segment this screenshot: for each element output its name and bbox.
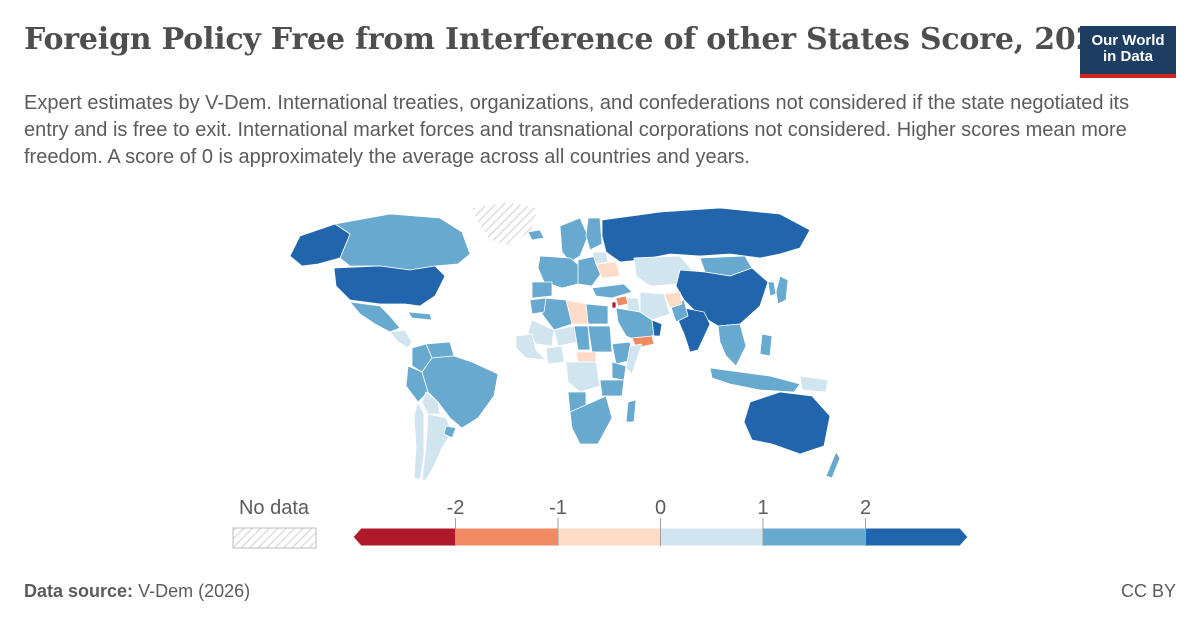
map-region-belarus[interactable]: Belarus bbox=[591, 251, 609, 265]
map-region-canada[interactable]: Canada bbox=[334, 213, 471, 271]
legend-bin-1[interactable] bbox=[455, 527, 559, 547]
map-region-india[interactable]: India bbox=[677, 307, 711, 353]
map-region-mexico[interactable]: Mexico bbox=[349, 301, 401, 333]
map-region-australia[interactable]: Australia bbox=[743, 391, 831, 455]
map-region-philippines[interactable]: Philippines bbox=[759, 333, 773, 357]
map-region-ukraine[interactable]: Ukraine bbox=[595, 261, 621, 279]
data-source: Data source: V-Dem (2026) bbox=[24, 581, 250, 602]
legend-bin-5[interactable] bbox=[865, 527, 969, 547]
map-region-central-america[interactable]: Central America bbox=[389, 329, 413, 349]
chart-subtitle: Expert estimates by V-Dem. International… bbox=[24, 92, 1130, 168]
map-region-argentina[interactable]: Argentina bbox=[421, 413, 453, 481]
map-region-korea[interactable]: Korea bbox=[767, 281, 777, 297]
map-region-dr-congo[interactable]: DR Congo bbox=[565, 361, 601, 393]
logo-line-2: in Data bbox=[1102, 48, 1153, 65]
map-region-russia[interactable]: Russia bbox=[601, 207, 811, 263]
map-region-bolivia[interactable]: Bolivia bbox=[421, 391, 441, 415]
map-region-cuba[interactable]: Cuba bbox=[407, 311, 433, 321]
legend-bin-4[interactable] bbox=[762, 527, 866, 547]
map-region-iran[interactable]: Iran bbox=[639, 291, 671, 321]
chart-title: Foreign Policy Free from Interference of… bbox=[24, 22, 1117, 57]
license-link[interactable]: CC BY bbox=[1120, 581, 1176, 601]
map-region-new-zealand[interactable]: New Zealand bbox=[825, 451, 840, 479]
legend-bin-2[interactable] bbox=[557, 527, 661, 547]
map-region-greenland[interactable]: Greenland bbox=[471, 201, 539, 247]
owid-logo[interactable]: Our World in Data bbox=[1080, 26, 1176, 78]
no-data-label: No data bbox=[239, 497, 310, 519]
map-region-finland[interactable]: Finland bbox=[585, 217, 603, 251]
map-region-egypt[interactable]: Egypt bbox=[585, 303, 609, 325]
map-region-western-europe[interactable]: Western Europe bbox=[537, 255, 581, 289]
no-data-swatch bbox=[232, 527, 317, 549]
map-region-scandinavia[interactable]: Scandinavia bbox=[559, 217, 589, 263]
map-region-turkey[interactable]: Turkey bbox=[591, 283, 633, 299]
map-region-somalia[interactable]: Somalia bbox=[625, 343, 643, 375]
map-region-papua-new-guinea[interactable]: Papua New Guinea bbox=[799, 375, 829, 393]
map-region-west-africa[interactable]: West Africa bbox=[515, 333, 547, 361]
legend-tick-label-3: 1 bbox=[757, 497, 768, 519]
map-region-lebanon[interactable]: Lebanon bbox=[611, 301, 617, 309]
map-region-southern-africa[interactable]: Southern Africa bbox=[569, 395, 613, 445]
map-region-spain[interactable]: Spain bbox=[531, 281, 553, 299]
color-legend: No data -2 -1 0 1 2 bbox=[232, 497, 969, 549]
map-region-united-states[interactable]: United States bbox=[333, 265, 446, 307]
data-source-value: V-Dem (2026) bbox=[138, 581, 251, 601]
map-region-kenya[interactable]: Kenya bbox=[611, 361, 627, 381]
legend-bin-3[interactable] bbox=[660, 527, 764, 547]
legend-bin-0[interactable] bbox=[352, 527, 456, 547]
world-map: CanadaAlaska Greenland United StatesMexico… bbox=[289, 201, 840, 481]
map-region-alaska[interactable]: Alaska bbox=[289, 223, 351, 267]
map-region-japan[interactable]: Japan bbox=[775, 275, 789, 305]
map-region-tanzania[interactable]: Tanzania bbox=[599, 379, 625, 397]
map-region-morocco[interactable]: Morocco bbox=[529, 297, 547, 315]
map-region-madagascar[interactable]: Madagascar bbox=[625, 399, 637, 423]
map-region-mali[interactable]: Mali bbox=[527, 319, 555, 347]
map-region-oman[interactable]: Oman bbox=[651, 319, 663, 337]
map-region-chile[interactable]: Chile bbox=[413, 401, 425, 481]
map-region-southeast-asia[interactable]: Southeast Asia bbox=[717, 323, 747, 367]
map-region-central-african-republic[interactable]: Central African Republic bbox=[575, 351, 597, 363]
map-region-indonesia[interactable]: Indonesia bbox=[709, 367, 801, 393]
legend-tick-label-2: 0 bbox=[655, 497, 666, 519]
map-region-chad[interactable]: Chad bbox=[573, 325, 591, 351]
map-region-sudan[interactable]: Sudan bbox=[587, 325, 613, 353]
legend-tick-label-4: 2 bbox=[860, 497, 871, 519]
data-source-label: Data source: bbox=[24, 581, 134, 601]
map-region-nigeria[interactable]: Nigeria bbox=[545, 345, 565, 365]
legend-tick-label-0: -2 bbox=[447, 497, 465, 519]
map-region-brazil[interactable]: Brazil bbox=[421, 355, 499, 429]
map-region-iceland[interactable]: Iceland bbox=[527, 229, 545, 241]
map-region-syria[interactable]: Syria bbox=[615, 295, 629, 307]
map-region-uruguay[interactable]: Uruguay bbox=[443, 425, 457, 439]
logo-line-1: Our World bbox=[1091, 32, 1165, 49]
map-region-afghanistan[interactable]: Afghanistan bbox=[663, 291, 683, 309]
legend-tick-label-1: -1 bbox=[549, 497, 567, 519]
